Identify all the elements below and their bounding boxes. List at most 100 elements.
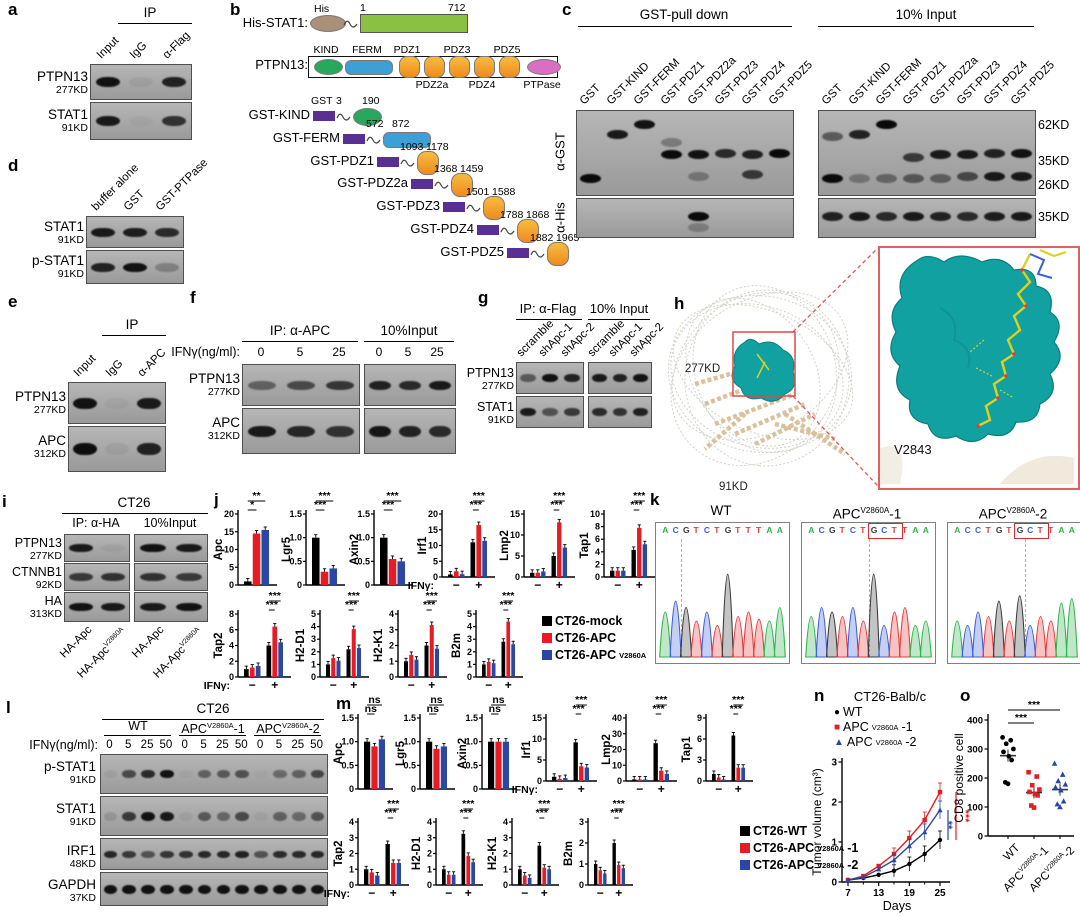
band xyxy=(273,884,287,894)
svg-text:20: 20 xyxy=(224,509,234,519)
ip-underline xyxy=(102,335,166,336)
band xyxy=(291,770,306,778)
svg-text:4: 4 xyxy=(229,641,234,651)
svg-text:0: 0 xyxy=(595,572,600,582)
row-kd: 312KD xyxy=(33,448,66,460)
svg-text:Apc: Apc xyxy=(333,742,345,764)
svg-text:0: 0 xyxy=(297,580,302,590)
domain-label: FERM xyxy=(352,44,382,56)
svg-text:***: *** xyxy=(959,810,971,824)
svg-text:−: − xyxy=(556,782,563,796)
band xyxy=(101,603,125,611)
svg-text:B2m: B2m xyxy=(451,633,463,658)
svg-text:1: 1 xyxy=(427,864,432,874)
band xyxy=(660,150,683,160)
svg-text:***: *** xyxy=(536,807,549,819)
svg-text:+: + xyxy=(735,782,742,796)
band xyxy=(160,770,174,778)
blot-ptpn13 xyxy=(68,382,166,424)
svg-text:1: 1 xyxy=(831,838,837,849)
svg-text:2: 2 xyxy=(229,656,234,666)
svg-text:0: 0 xyxy=(579,880,584,890)
residue-number: 1501 xyxy=(466,186,490,199)
band xyxy=(591,408,607,416)
seq-letter: T xyxy=(755,525,762,535)
svg-text:+: + xyxy=(541,886,548,900)
svg-text:−: − xyxy=(408,678,415,692)
svg-text:40: 40 xyxy=(612,713,622,723)
svg-text:***: *** xyxy=(502,590,515,602)
panel-o-cd8-scatter: 0 100 200 300 400 CD8 positive cell *** *** WT AP… xyxy=(952,690,1080,917)
bar-chart-Irf1: 0 5 10 15 Irf1 ****** − + IFNγ: xyxy=(512,694,597,796)
linker-squiggle xyxy=(466,204,481,212)
band xyxy=(612,408,628,416)
construct-label: GST-PDZ2a xyxy=(337,175,408,191)
seq-letter: T xyxy=(985,525,991,535)
svg-text:Lmp2: Lmp2 xyxy=(601,734,613,765)
row-kd: 92KD xyxy=(35,579,62,591)
svg-text:9: 9 xyxy=(697,713,702,723)
construct-label: GST-PDZ1 xyxy=(310,152,374,168)
svg-text:H2-D1: H2-D1 xyxy=(411,836,423,870)
header-input: 10%Input xyxy=(143,516,197,530)
seq-letter: A xyxy=(776,525,783,535)
svg-text:1.0: 1.0 xyxy=(403,737,416,747)
svg-text:0: 0 xyxy=(229,672,234,682)
svg-text:CD8 positive cell: CD8 positive cell xyxy=(952,733,966,822)
svg-text:Tumor volume (cm³): Tumor volume (cm³) xyxy=(810,768,824,876)
band xyxy=(520,374,536,382)
svg-text:19: 19 xyxy=(904,888,916,899)
seq-letter: A xyxy=(922,525,929,535)
svg-text:+: + xyxy=(505,678,512,692)
svg-text:2: 2 xyxy=(595,559,600,569)
svg-text:1.0: 1.0 xyxy=(341,737,354,747)
band xyxy=(105,443,129,455)
domain-label: PTPase xyxy=(523,79,561,91)
svg-text:***: *** xyxy=(610,807,623,819)
marker-label: 26KD xyxy=(1038,178,1070,192)
residue-number: 1788 xyxy=(500,209,524,221)
svg-text:6: 6 xyxy=(595,534,600,544)
band xyxy=(287,380,315,390)
dose: 5 xyxy=(404,345,412,359)
row-label: STAT1 xyxy=(476,400,514,414)
band xyxy=(160,850,174,858)
svg-text:H2-D1: H2-D1 xyxy=(295,628,307,662)
svg-text:1.5: 1.5 xyxy=(341,713,354,723)
row-label: PTPN13 xyxy=(14,536,62,550)
gst-tag xyxy=(507,247,529,258)
svg-text:IFNγ:: IFNγ: xyxy=(408,580,434,592)
seq-letter: C xyxy=(881,525,888,535)
underline-ip xyxy=(516,319,582,320)
band xyxy=(310,850,325,858)
band xyxy=(103,850,118,858)
band xyxy=(95,116,120,126)
svg-text:ns: ns xyxy=(365,703,377,715)
svg-text:ns: ns xyxy=(368,694,380,706)
pdz-domain xyxy=(424,56,445,78)
chromatogram-2: APCV2860A-1 A C G T C T G C T T A A xyxy=(801,504,936,686)
band xyxy=(235,850,250,858)
panel-n-tumor-growth-chart: CT26-Balb/c ● WT ■ APC V2860A -1 ▲ APC V2860A -2 0 1… xyxy=(810,690,971,917)
panel-j-qpcr-charts: 0 5 10 15 20 Apc * ** 0 0.5 1.0 1.5 Lgr5 *** *** 0 0.5 1.… xyxy=(204,490,658,694)
legend-swatch xyxy=(740,826,750,836)
panel-label-b: b xyxy=(230,0,241,19)
row-kd: 91KD xyxy=(57,268,84,280)
seq-letter: T xyxy=(745,525,751,535)
svg-text:15: 15 xyxy=(224,527,234,537)
svg-text:***: *** xyxy=(462,798,475,810)
svg-text:300: 300 xyxy=(967,745,983,756)
seq-letter: T xyxy=(1006,525,1012,535)
band xyxy=(254,884,268,894)
svg-text:5: 5 xyxy=(229,562,234,572)
domain-label: PDZ4 xyxy=(468,79,496,91)
band xyxy=(291,884,306,894)
svg-text:+: + xyxy=(271,678,278,692)
position-dash-line xyxy=(680,539,682,657)
row-kd: 277KD xyxy=(55,84,88,96)
svg-text:0: 0 xyxy=(389,672,394,682)
row-kd: 91KD xyxy=(69,774,96,786)
band xyxy=(248,380,277,390)
